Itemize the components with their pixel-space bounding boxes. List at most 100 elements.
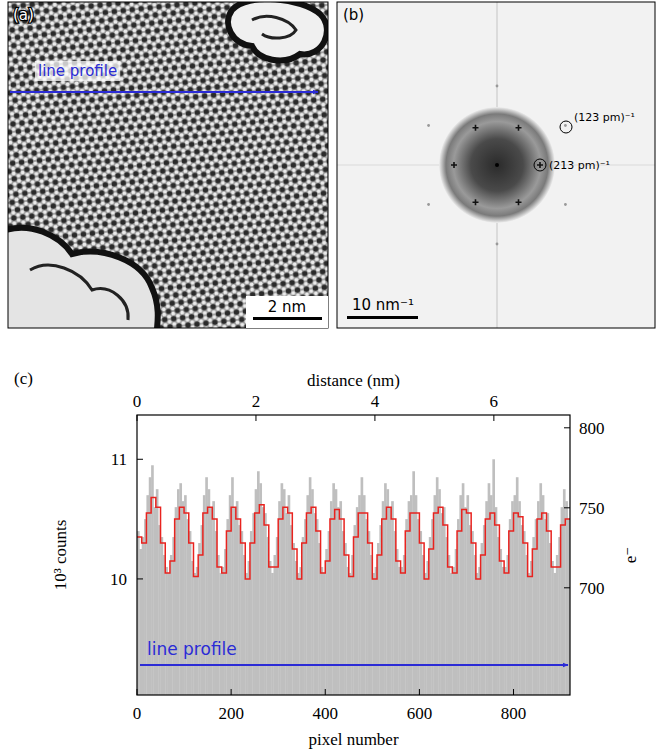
profile-bar	[478, 567, 481, 695]
profile-bar	[523, 531, 526, 695]
profile-bar	[464, 507, 467, 695]
profile-bar	[403, 555, 406, 695]
profile-bar	[161, 537, 164, 695]
contamination-detail	[30, 265, 128, 320]
profile-bar	[504, 567, 507, 695]
y2-axis-title: e⁻	[621, 547, 640, 564]
profile-bar	[546, 513, 549, 695]
profile-bar	[556, 555, 559, 695]
profile-bar	[189, 531, 192, 695]
y-axis-title: 10³ counts	[51, 520, 70, 591]
profile-bar	[412, 471, 415, 695]
x2-tick	[374, 415, 375, 421]
profile-bar	[321, 567, 324, 695]
profile-bar	[292, 543, 295, 695]
panel-a-frame	[8, 2, 328, 328]
fft-spot	[537, 162, 543, 168]
x-tick	[231, 689, 232, 695]
profile-bar	[471, 531, 474, 695]
fft-spot	[516, 125, 522, 131]
x2-tick	[255, 415, 256, 421]
profile-bar	[269, 561, 272, 695]
profile-bar	[361, 477, 364, 695]
profile-bar	[441, 513, 444, 695]
x-axis-title: pixel number	[308, 730, 399, 749]
profile-bar	[448, 555, 451, 695]
plot-area	[137, 459, 570, 695]
profile-bar	[337, 507, 340, 695]
profile-bar	[259, 483, 262, 695]
profile-bar	[469, 525, 472, 695]
x2-tick	[493, 415, 494, 421]
x-tick	[137, 689, 138, 695]
profile-bar	[521, 525, 524, 695]
profile-bar	[262, 507, 265, 695]
panel-b-image	[337, 2, 655, 328]
x2-tick-label: 0	[133, 392, 142, 411]
profile-bar	[245, 573, 248, 695]
fft-spot-faint	[564, 124, 567, 127]
y2-tick-label: 800	[579, 419, 605, 438]
profile-bar	[193, 573, 196, 695]
panel-b-frame	[337, 2, 655, 328]
profile-bar	[142, 537, 145, 695]
label-patch	[35, 61, 120, 81]
y-tick	[137, 459, 143, 460]
profile-bar	[450, 573, 453, 695]
scale-bar	[347, 316, 418, 319]
x-tick-label: 400	[313, 704, 339, 723]
scale-bar-label: 10 nm⁻¹	[352, 296, 414, 314]
profile-bar	[233, 507, 236, 695]
profile-bar	[368, 531, 371, 695]
contamination	[8, 228, 158, 328]
fft-spot-faint	[496, 85, 499, 88]
fft-spot	[473, 125, 479, 131]
scale-bar-bg	[246, 296, 328, 328]
profile-bar	[196, 567, 199, 695]
profile-line	[137, 498, 570, 579]
profile-bar	[191, 561, 194, 695]
profile-bar	[516, 477, 519, 695]
profile-bar	[186, 519, 189, 695]
ring-label: (213 pm)⁻¹	[549, 159, 610, 172]
profile-bar	[295, 561, 298, 695]
profile-bar	[271, 573, 274, 695]
profile-bar	[426, 561, 429, 695]
x2-tick-label: 6	[490, 392, 499, 411]
profile-bar	[530, 561, 533, 695]
x-tick-label: 0	[133, 704, 142, 723]
fft-center	[439, 107, 555, 223]
profile-arrow	[140, 664, 568, 666]
profile-bar	[313, 513, 316, 695]
profile-bar	[297, 573, 300, 695]
profile-bar	[264, 513, 267, 695]
scale-bar	[253, 317, 322, 320]
profile-bar	[165, 567, 168, 695]
profile-bar	[248, 561, 251, 695]
profile-bar	[476, 573, 479, 695]
y2-tick-label: 700	[579, 579, 605, 598]
ring-label: (123 pm)⁻¹	[574, 111, 635, 124]
y2-tick-label: 750	[579, 499, 605, 518]
y2-tick	[564, 507, 570, 508]
fft-spot-faint	[564, 203, 567, 206]
profile-bar	[316, 519, 319, 695]
figure: line profile(a)2 nm(123 pm)⁻¹(213 pm)⁻¹(…	[0, 0, 659, 753]
ring-marker	[534, 159, 546, 171]
profile-bar	[375, 567, 378, 695]
profile-bar	[495, 507, 498, 695]
x-tick	[325, 689, 326, 695]
profile-bar	[417, 519, 420, 695]
profile-bar	[170, 555, 173, 695]
x2-tick	[137, 415, 138, 421]
x-tick-label: 200	[218, 704, 244, 723]
fft-spot	[516, 199, 522, 205]
profile-bar	[419, 531, 422, 695]
profile-bar	[554, 573, 557, 695]
fft-bg	[337, 2, 655, 328]
contamination-detail	[252, 16, 296, 38]
profile-bar	[344, 543, 347, 695]
contamination	[228, 2, 327, 60]
profile-bar	[210, 507, 213, 695]
profile-bar	[544, 519, 547, 695]
